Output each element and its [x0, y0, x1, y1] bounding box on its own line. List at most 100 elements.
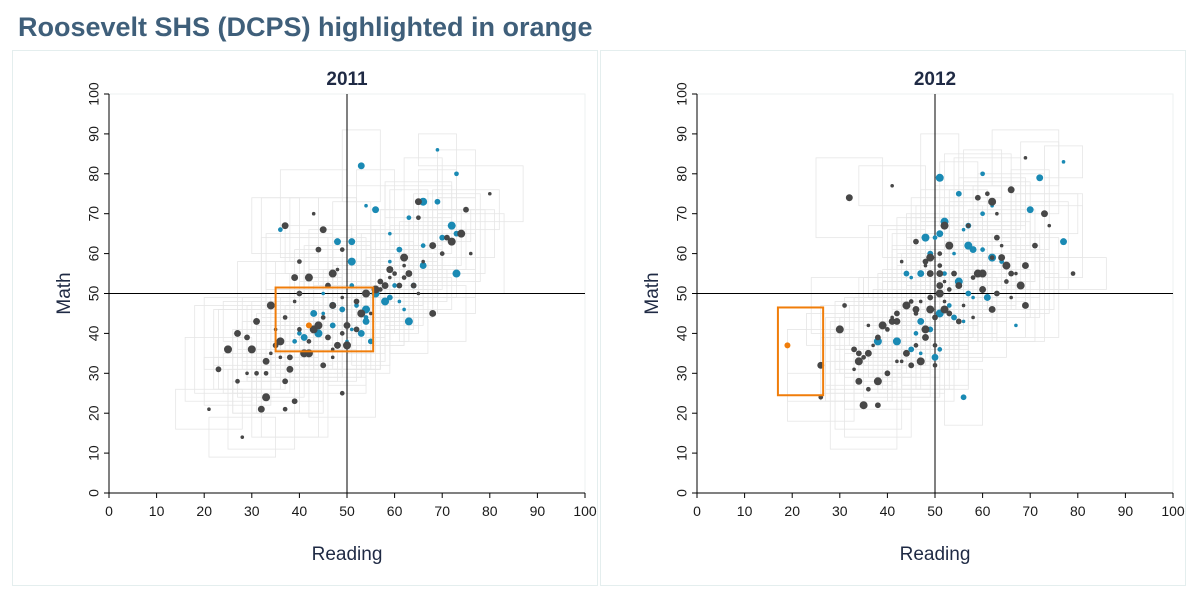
- data-point[interactable]: [931, 353, 939, 361]
- data-point[interactable]: [864, 349, 872, 357]
- data-point[interactable]: [362, 289, 371, 298]
- data-point[interactable]: [400, 253, 409, 262]
- data-point[interactable]: [439, 251, 445, 256]
- data-point[interactable]: [377, 278, 384, 285]
- data-point[interactable]: [936, 270, 944, 277]
- data-point[interactable]: [945, 241, 954, 250]
- data-point[interactable]: [1026, 206, 1034, 214]
- data-point[interactable]: [946, 303, 952, 308]
- data-point[interactable]: [369, 311, 373, 316]
- data-point[interactable]: [215, 366, 222, 373]
- data-point[interactable]: [1016, 281, 1025, 290]
- data-point[interactable]: [335, 267, 340, 272]
- data-point[interactable]: [320, 362, 327, 369]
- highlight-point[interactable]: [305, 322, 312, 329]
- data-point[interactable]: [321, 291, 326, 296]
- data-point[interactable]: [946, 310, 953, 317]
- data-point[interactable]: [902, 349, 910, 357]
- data-point[interactable]: [942, 271, 947, 276]
- data-point[interactable]: [979, 286, 987, 293]
- data-point[interactable]: [207, 407, 211, 412]
- data-point[interactable]: [405, 270, 413, 277]
- data-point[interactable]: [918, 351, 923, 356]
- data-point[interactable]: [1036, 174, 1044, 182]
- data-point[interactable]: [835, 325, 844, 334]
- data-point[interactable]: [937, 251, 943, 256]
- data-point[interactable]: [397, 299, 402, 304]
- data-point[interactable]: [240, 435, 245, 439]
- data-point[interactable]: [278, 227, 283, 233]
- data-point[interactable]: [349, 327, 354, 332]
- data-point[interactable]: [884, 370, 891, 377]
- data-point[interactable]: [1008, 270, 1015, 277]
- data-point[interactable]: [1023, 156, 1028, 160]
- data-point[interactable]: [999, 243, 1004, 248]
- data-point[interactable]: [282, 315, 288, 320]
- data-point[interactable]: [899, 259, 904, 264]
- data-point[interactable]: [454, 171, 459, 177]
- data-point[interactable]: [866, 323, 871, 328]
- data-point[interactable]: [1009, 295, 1013, 300]
- data-point[interactable]: [985, 191, 990, 197]
- data-point[interactable]: [245, 371, 249, 376]
- data-point[interactable]: [330, 347, 335, 352]
- data-point[interactable]: [955, 318, 962, 325]
- data-point[interactable]: [386, 294, 393, 301]
- data-point[interactable]: [311, 211, 316, 216]
- data-point[interactable]: [893, 317, 901, 325]
- data-point[interactable]: [388, 259, 392, 264]
- data-point[interactable]: [917, 270, 925, 277]
- data-point[interactable]: [292, 339, 297, 344]
- data-point[interactable]: [946, 287, 952, 292]
- data-point[interactable]: [1021, 262, 1029, 270]
- data-point[interactable]: [888, 317, 896, 325]
- data-point[interactable]: [447, 237, 456, 246]
- data-point[interactable]: [854, 357, 863, 366]
- data-point[interactable]: [282, 378, 289, 385]
- data-point[interactable]: [325, 334, 331, 341]
- data-point[interactable]: [286, 354, 293, 361]
- data-point[interactable]: [291, 274, 299, 281]
- data-point[interactable]: [488, 191, 492, 196]
- data-point[interactable]: [319, 226, 327, 234]
- data-point[interactable]: [224, 345, 232, 354]
- data-point[interactable]: [306, 339, 312, 344]
- data-point[interactable]: [988, 306, 996, 313]
- data-point[interactable]: [980, 247, 985, 252]
- data-point[interactable]: [942, 299, 947, 304]
- data-point[interactable]: [329, 302, 337, 309]
- data-point[interactable]: [942, 279, 947, 284]
- data-point[interactable]: [932, 362, 938, 368]
- data-point[interactable]: [388, 231, 392, 236]
- data-point[interactable]: [923, 263, 928, 268]
- data-point[interactable]: [1014, 271, 1018, 276]
- data-point[interactable]: [1014, 323, 1018, 328]
- data-point[interactable]: [262, 357, 270, 365]
- data-point[interactable]: [357, 309, 366, 318]
- data-point[interactable]: [983, 294, 991, 301]
- data-point[interactable]: [269, 351, 273, 356]
- data-point[interactable]: [334, 238, 341, 246]
- data-point[interactable]: [960, 394, 967, 401]
- data-point[interactable]: [414, 198, 422, 206]
- data-point[interactable]: [842, 303, 847, 308]
- data-point[interactable]: [406, 215, 412, 221]
- data-point[interactable]: [421, 259, 425, 264]
- data-point[interactable]: [286, 365, 294, 373]
- data-point[interactable]: [974, 194, 981, 201]
- data-point[interactable]: [340, 295, 345, 300]
- data-point[interactable]: [937, 347, 943, 352]
- data-point[interactable]: [1041, 210, 1048, 218]
- data-point[interactable]: [935, 289, 944, 298]
- data-point[interactable]: [908, 299, 914, 304]
- data-point[interactable]: [913, 238, 919, 245]
- data-point[interactable]: [921, 325, 930, 334]
- data-point[interactable]: [357, 162, 365, 170]
- data-point[interactable]: [932, 235, 938, 240]
- data-point[interactable]: [257, 405, 265, 413]
- data-point[interactable]: [263, 370, 269, 376]
- data-point[interactable]: [989, 255, 995, 260]
- data-point[interactable]: [918, 299, 923, 304]
- data-point[interactable]: [1061, 160, 1066, 164]
- data-point[interactable]: [978, 269, 987, 278]
